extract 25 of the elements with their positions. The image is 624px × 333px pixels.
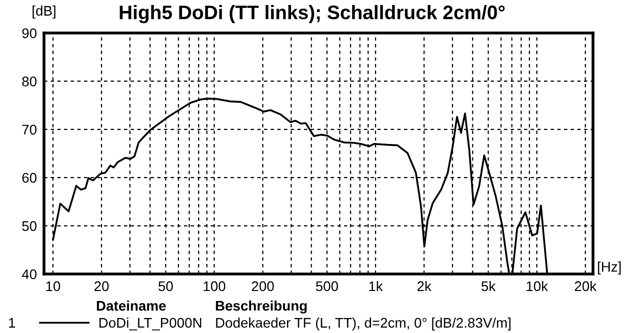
x-tick-label: 100	[204, 281, 226, 292]
x-tick-label: 500	[316, 281, 338, 292]
x-tick-label: 10	[46, 281, 60, 292]
x-tick-label: 5k	[481, 280, 496, 292]
x-tick-label: 20	[94, 281, 109, 292]
y-axis-title: [dB]	[32, 6, 56, 18]
x-axis-title: [Hz]	[598, 262, 621, 274]
legend-label: DoDi_LT_P000N	[99, 318, 202, 330]
text: Beschreibung	[216, 300, 307, 314]
y-tick-label: 40	[22, 269, 37, 280]
text: Dateiname	[96, 300, 166, 311]
x-tick-label: 2k	[417, 280, 432, 292]
y-tick-label: 50	[22, 221, 37, 231]
y-tick-label: 70	[22, 124, 37, 135]
text: Dodekaeder TF (L, TT), d=2cm, 0° [dB/2.83V/m]	[216, 318, 510, 330]
x-tick-label: 1k	[369, 280, 383, 292]
x-tick-label: 20k	[574, 280, 597, 292]
x-tick-label: 200	[252, 281, 274, 292]
text: 1	[9, 318, 16, 328]
x-tick-label: 50	[158, 281, 173, 292]
x-tick-label: 10k	[526, 280, 548, 292]
y-tick-label: 90	[22, 28, 37, 38]
y-tick-label: 60	[22, 172, 37, 183]
y-tick-label: 80	[22, 76, 37, 86]
chart-title: High5 DoDi (TT links); Schalldruck 2cm/0°	[120, 4, 505, 24]
